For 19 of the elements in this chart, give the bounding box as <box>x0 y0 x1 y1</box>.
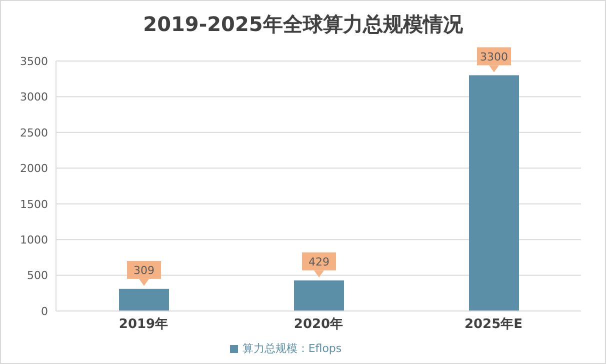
chart-title: 2019-2025年全球算力总规模情况 <box>142 11 464 38</box>
y-tick-label: 1500 <box>20 198 48 211</box>
y-tick-label: 2000 <box>20 162 48 176</box>
bar <box>119 288 169 311</box>
x-tick-label: 2019年 <box>118 317 168 332</box>
y-tick-label: 1000 <box>20 233 48 246</box>
y-tick-label: 3000 <box>20 90 48 104</box>
y-tick-label: 2500 <box>20 126 48 140</box>
y-tick-label: 500 <box>27 269 48 282</box>
x-tick-label: 2020年 <box>294 317 344 332</box>
legend-label: 算力总规模：Eflops <box>242 342 342 355</box>
y-tick-label: 3500 <box>20 54 48 68</box>
data-label: 3300 <box>480 50 508 64</box>
data-label: 429 <box>308 255 330 268</box>
x-tick-label: 2025年E <box>464 317 523 332</box>
bar <box>469 75 519 311</box>
bar <box>294 280 344 311</box>
y-tick-label: 0 <box>41 304 48 318</box>
data-label: 309 <box>134 264 154 277</box>
